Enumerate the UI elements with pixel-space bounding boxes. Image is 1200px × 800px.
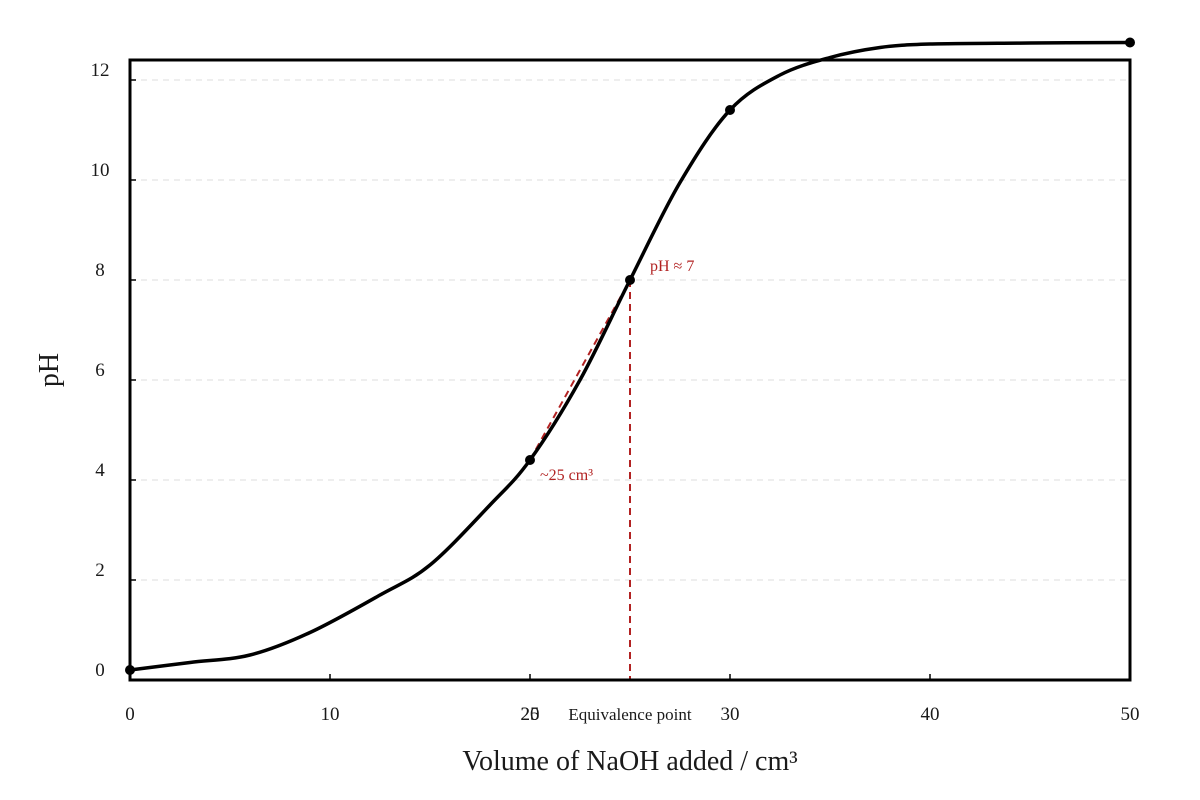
x-tick-label: 10 — [321, 704, 340, 725]
data-point — [725, 105, 735, 115]
volume-annotation: ~25 cm³ — [540, 467, 593, 484]
y-tick-label: 6 — [95, 360, 105, 381]
y-tick-label: 0 — [95, 660, 105, 681]
x-tick-label: 20 — [521, 704, 540, 725]
data-markers — [125, 37, 1135, 675]
equivalence-point-label: Equivalence point — [568, 705, 691, 724]
x-tick-label: 30 — [721, 704, 740, 725]
data-point — [625, 275, 635, 285]
x-tick-label: 50 — [1121, 704, 1140, 725]
x-tick-label: 40 — [921, 704, 940, 725]
y-tick-label: 12 — [91, 60, 110, 81]
data-point — [1125, 37, 1135, 48]
y-axis-title: pH — [34, 353, 65, 387]
overlapping-tick-label: 25 — [521, 704, 540, 725]
x-axis-title: Volume of NaOH added / cm³ — [462, 746, 797, 777]
y-tick-label: 4 — [95, 460, 105, 481]
ph-annotation: pH ≈ 7 — [650, 258, 694, 275]
annotation-labels: pH ≈ 7 ~25 cm³ Equivalence point 25 — [521, 258, 695, 725]
x-tick-label: 0 — [125, 704, 135, 725]
plot-frame — [128, 58, 1132, 682]
y-tick-label: 2 — [95, 560, 105, 581]
axis-ticks: 0 2 4 6 8 10 12 0 10 20 30 40 50 — [91, 60, 1140, 725]
y-tick-label: 10 — [91, 160, 110, 181]
data-point — [525, 455, 535, 465]
y-tick-label: 8 — [95, 260, 105, 281]
titration-curve — [128, 40, 1132, 672]
